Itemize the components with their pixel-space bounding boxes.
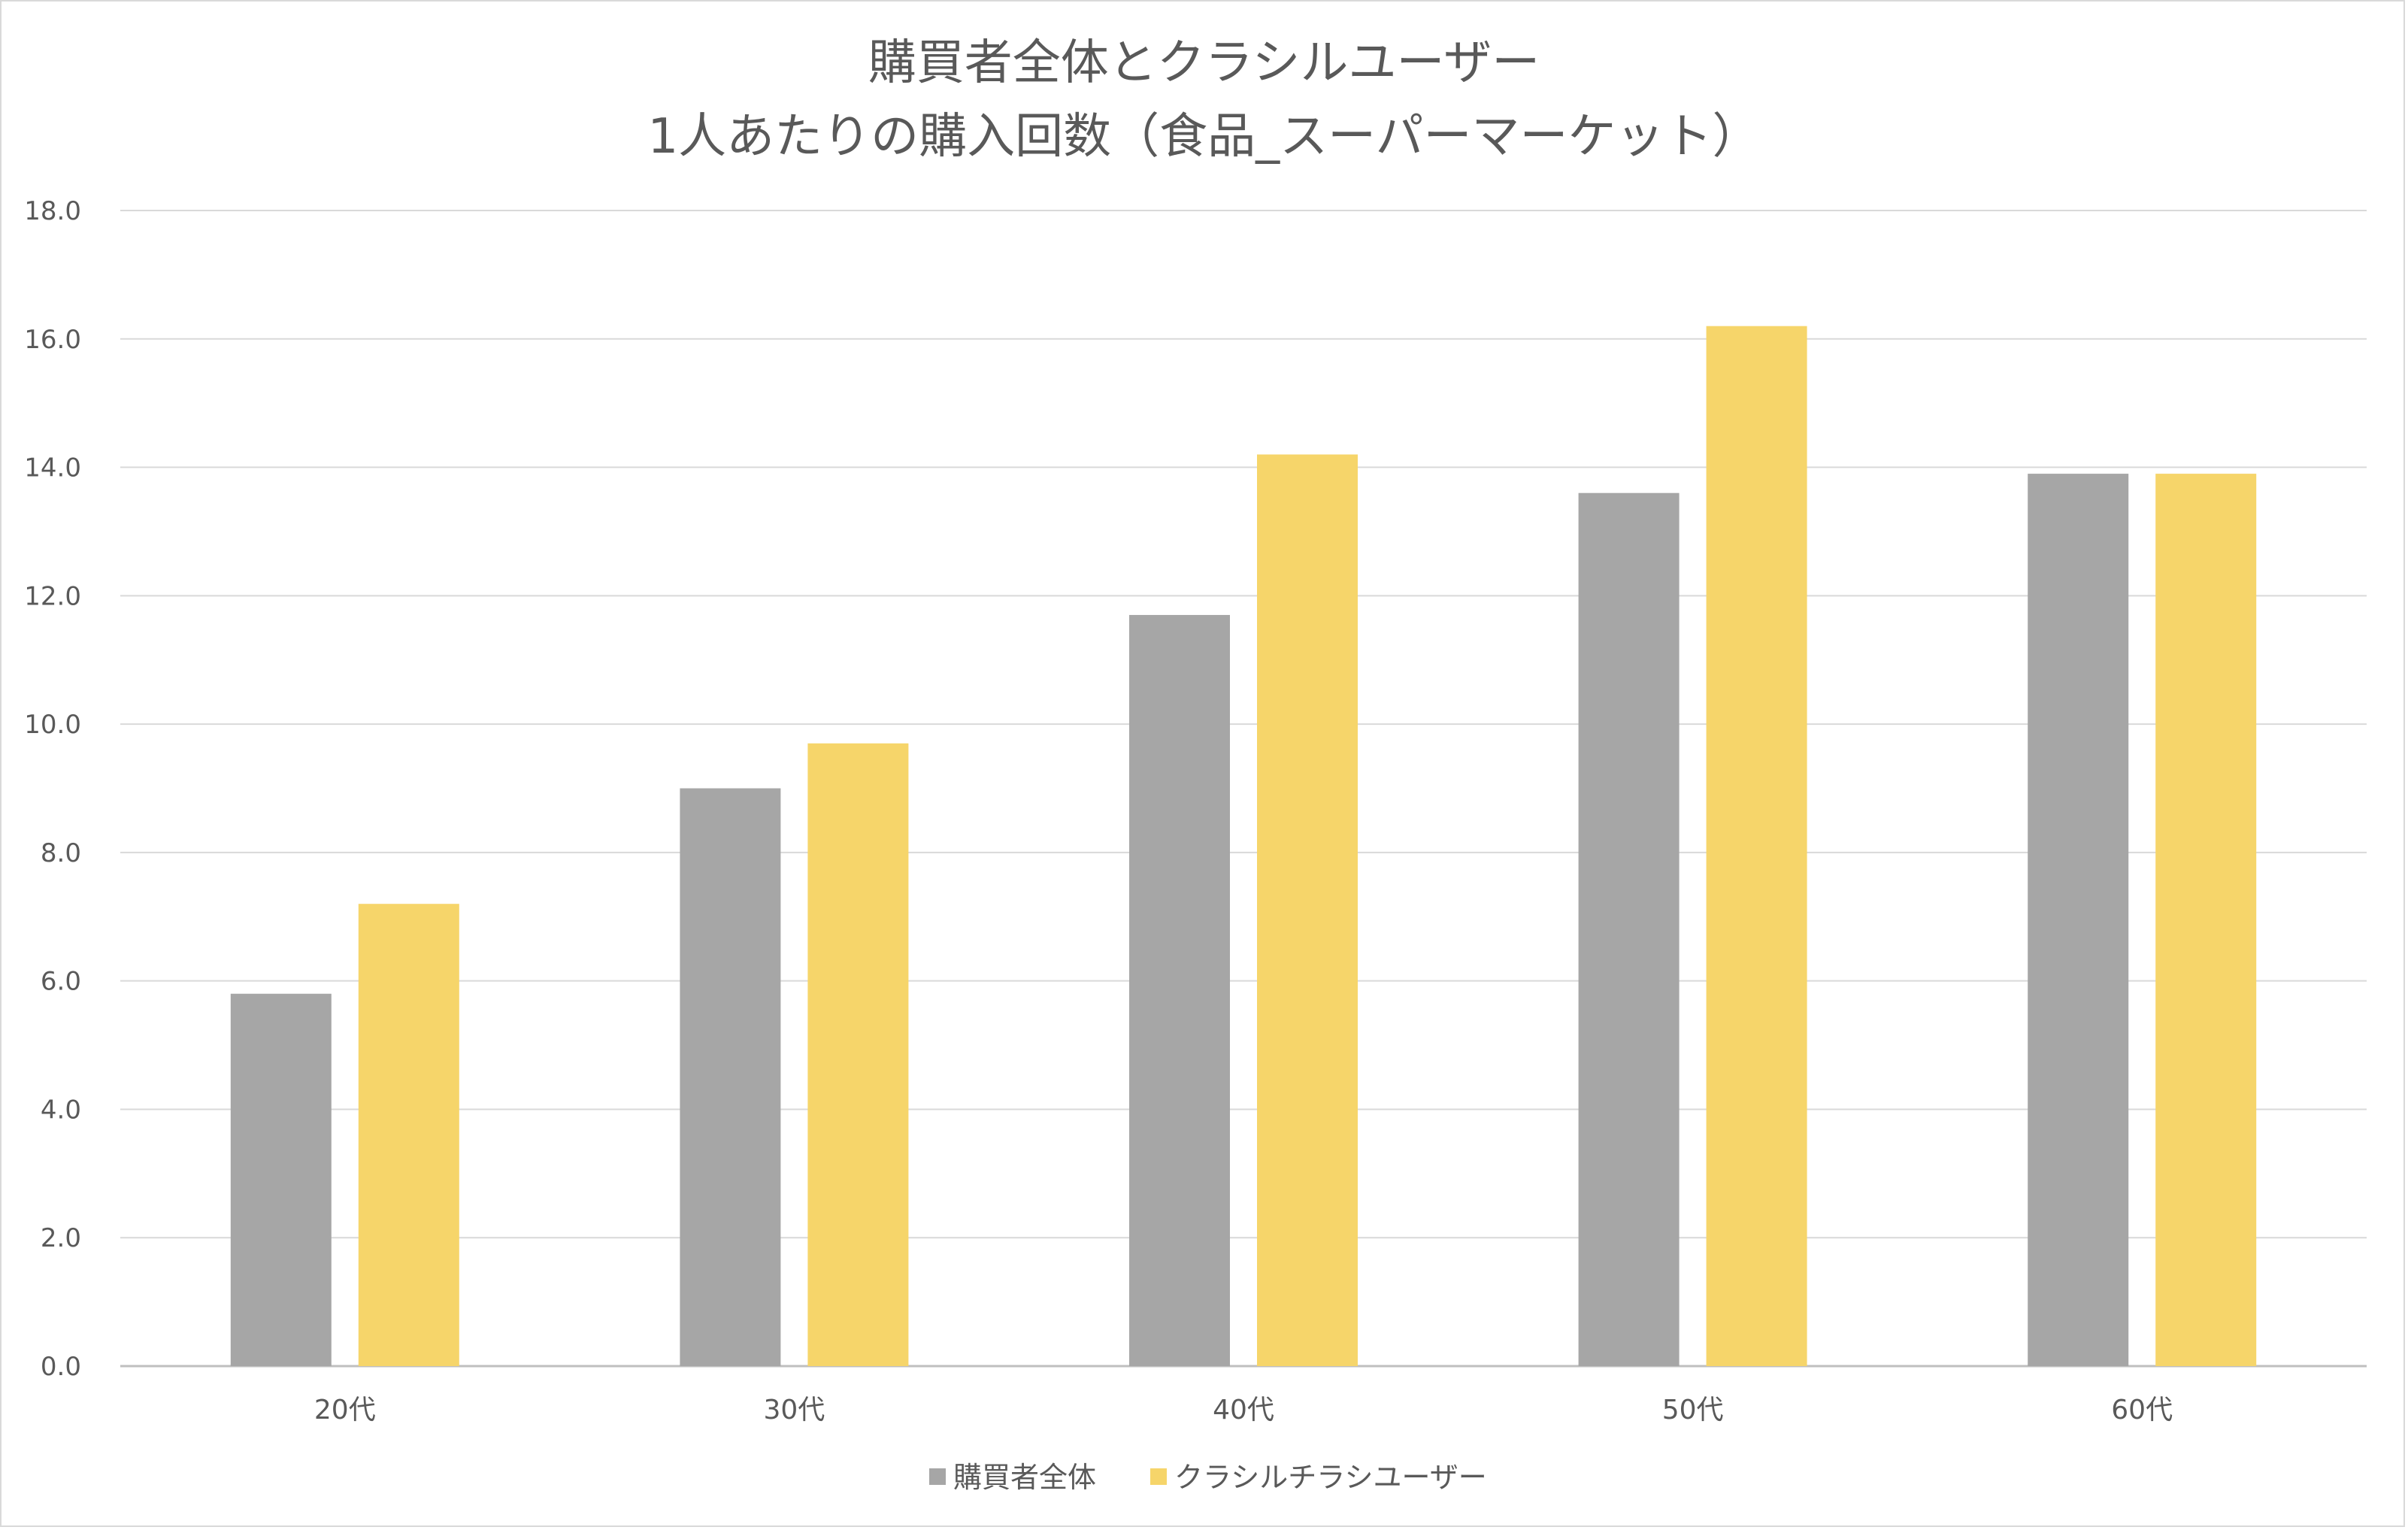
y-axis-tick-labels: 0.0 2.0 4.0 6.0 8.0 10.0 12.0 14.0 16.0 18.0 <box>24 196 81 1382</box>
y-tick-label: 14.0 <box>24 453 81 483</box>
x-category-label: 30代 <box>763 1395 825 1425</box>
legend-label: クラシルチラシユーザー <box>1174 1461 1487 1494</box>
bar-kurashiru-users-30代 <box>807 743 909 1366</box>
y-tick-label: 10.0 <box>24 710 81 740</box>
y-tick-label: 8.0 <box>41 838 81 868</box>
y-tick-label: 6.0 <box>41 967 81 997</box>
bar-all-buyers-60代 <box>2028 474 2129 1366</box>
bar-kurashiru-users-20代 <box>358 904 459 1366</box>
bar-all-buyers-50代 <box>1578 492 1680 1366</box>
y-tick-label: 4.0 <box>41 1095 81 1125</box>
bar-all-buyers-20代 <box>230 993 332 1366</box>
x-category-label: 20代 <box>314 1395 376 1425</box>
chart-title-line-1: 購買者全体とクラシルユーザー <box>868 35 1540 91</box>
bar-all-buyers-40代 <box>1129 614 1230 1366</box>
bar-kurashiru-users-50代 <box>1706 326 1807 1367</box>
chart-title-line-2: 1人あたりの購入回数（食品_スーパーマーケット） <box>647 109 1761 165</box>
bar-kurashiru-users-60代 <box>2155 474 2257 1366</box>
x-category-label: 40代 <box>1213 1395 1274 1425</box>
bars <box>230 326 2257 1367</box>
legend: 購買者全体 クラシルチラシユーザー <box>929 1461 1487 1494</box>
bar-all-buyers-30代 <box>680 788 781 1366</box>
y-tick-label: 18.0 <box>24 196 81 226</box>
y-tick-label: 12.0 <box>24 581 81 611</box>
y-tick-label: 2.0 <box>41 1223 81 1253</box>
legend-swatch <box>1150 1468 1167 1485</box>
x-category-label: 60代 <box>2111 1395 2173 1425</box>
y-tick-label: 16.0 <box>24 325 81 355</box>
bar-kurashiru-users-40代 <box>1257 454 1358 1366</box>
gridlines <box>120 210 2367 1368</box>
legend-label: 購買者全体 <box>953 1461 1096 1494</box>
x-category-label: 50代 <box>1662 1395 1724 1425</box>
legend-swatch <box>929 1468 946 1485</box>
x-axis-category-labels: 20代 30代 40代 50代 60代 <box>314 1395 2173 1425</box>
y-tick-label: 0.0 <box>41 1352 81 1382</box>
